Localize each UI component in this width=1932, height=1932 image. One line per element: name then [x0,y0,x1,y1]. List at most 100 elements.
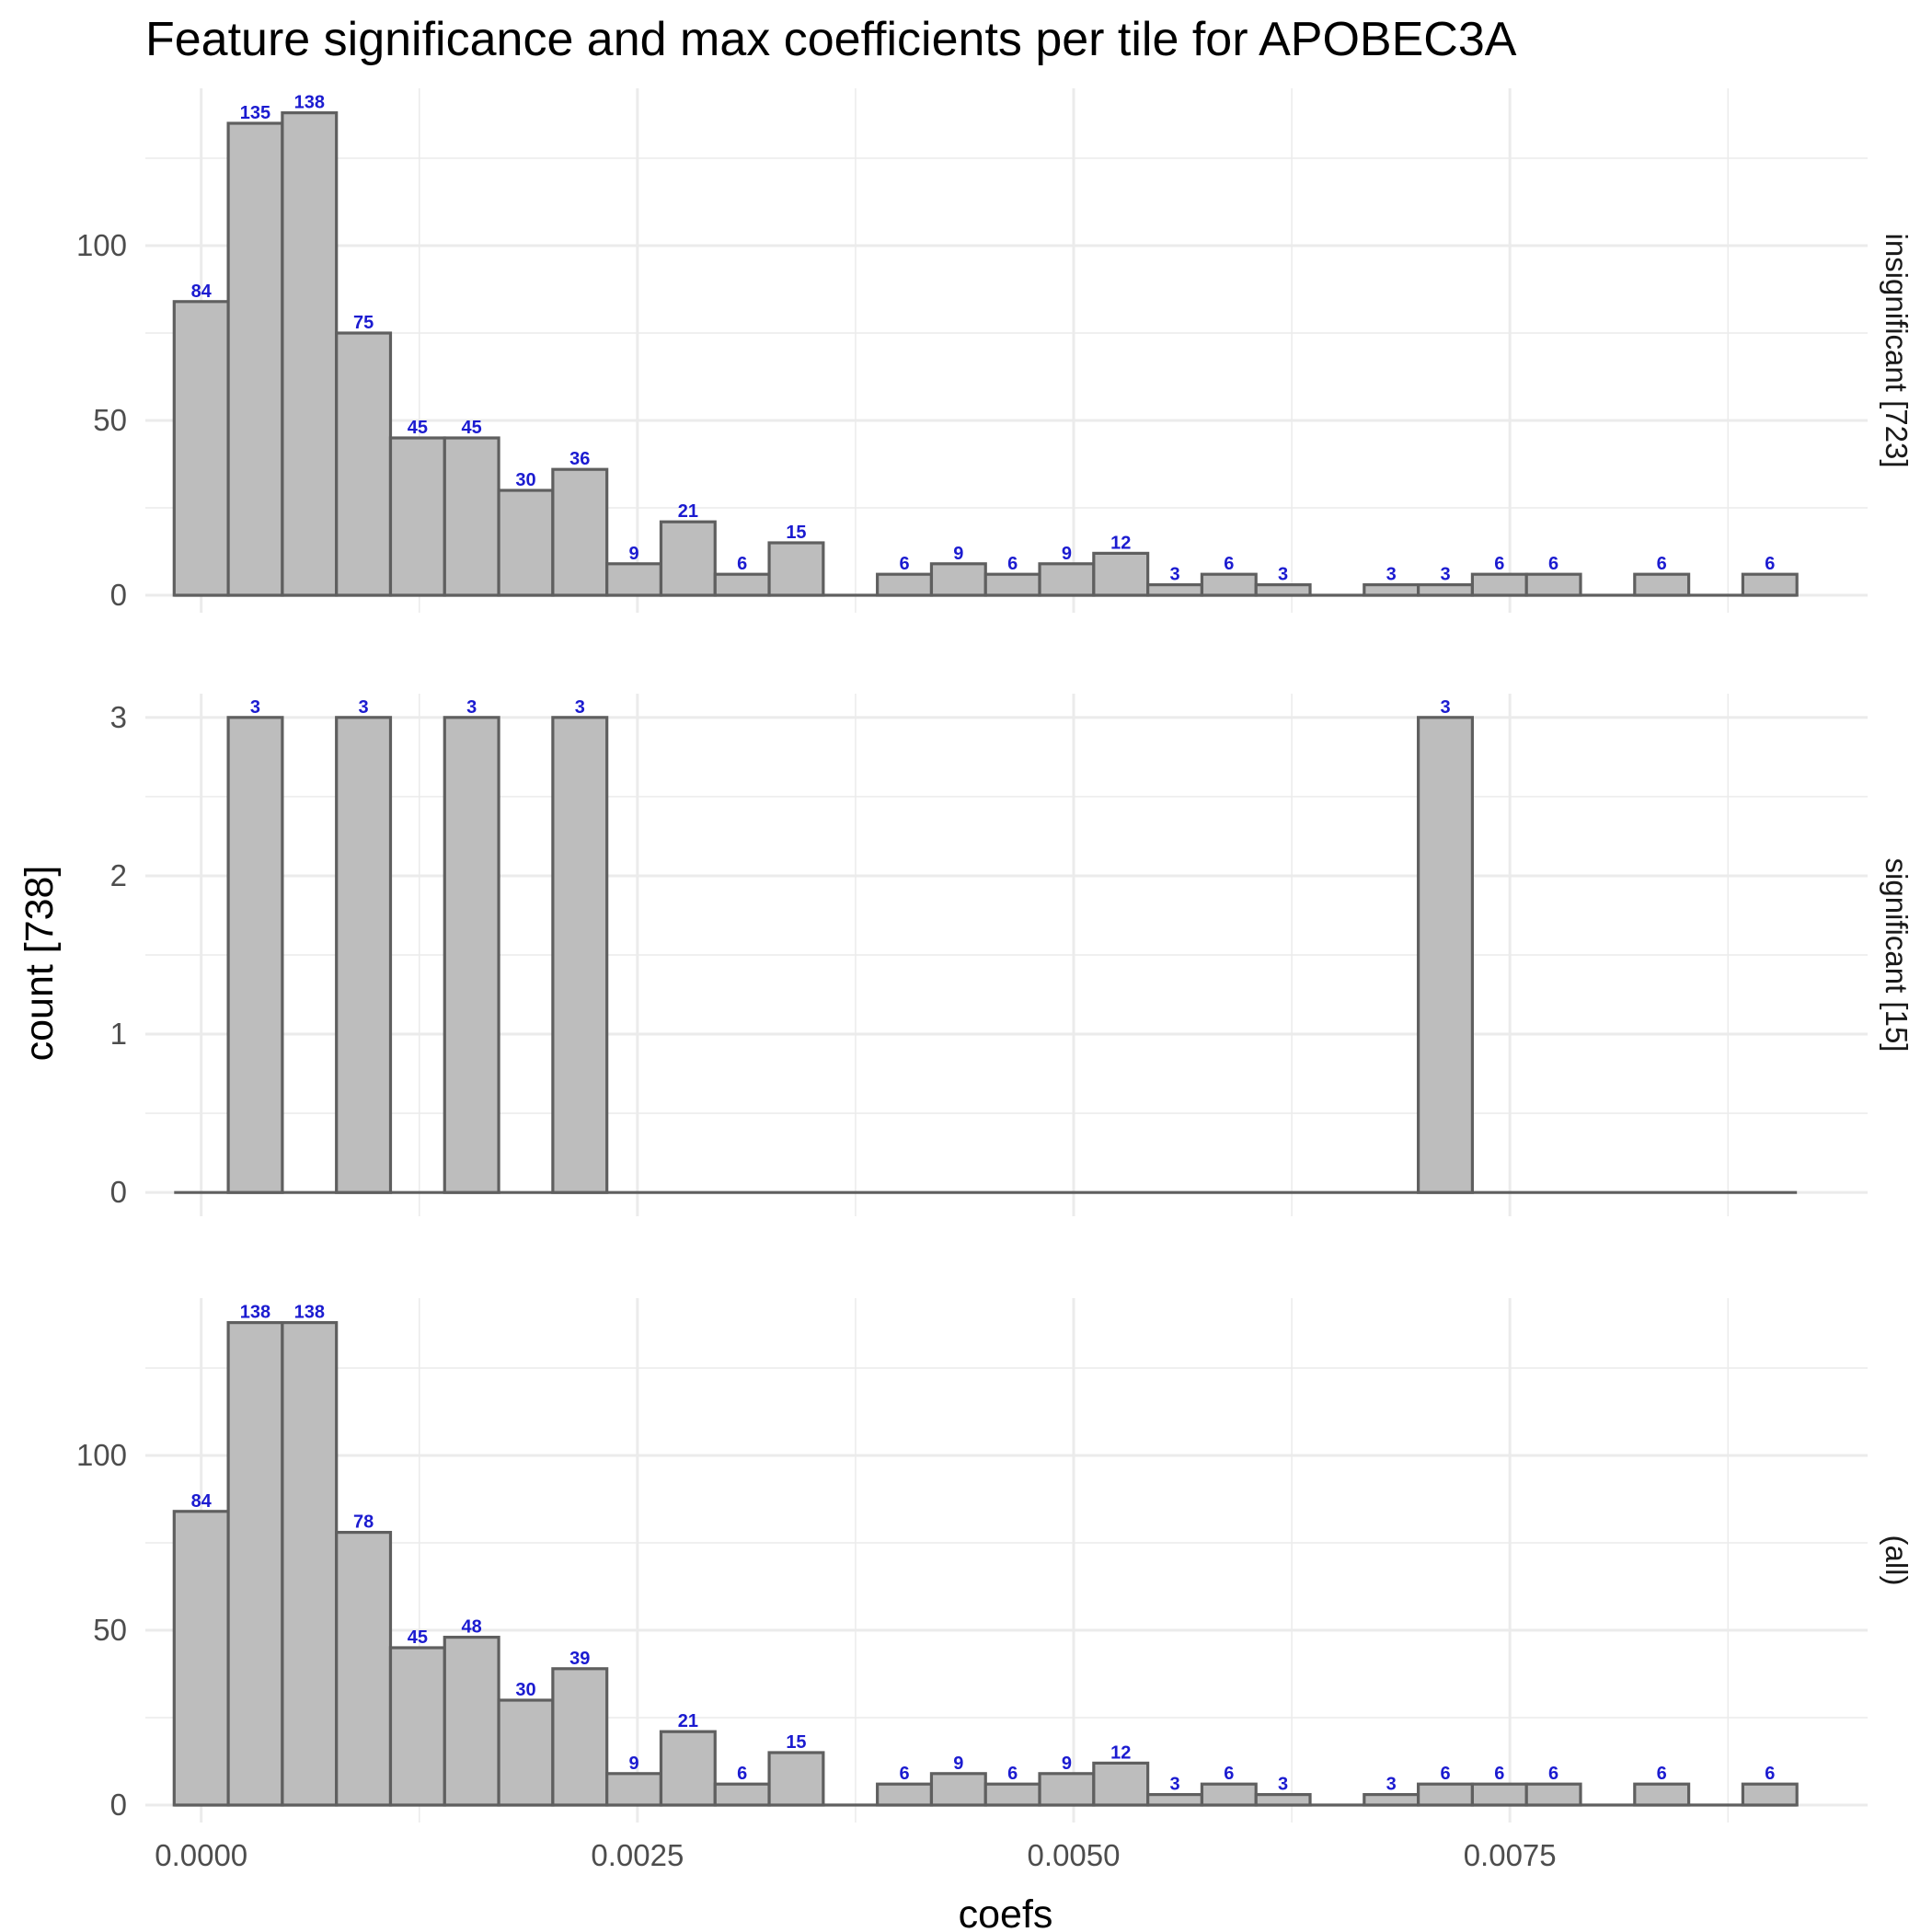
bar-count-label: 3 [1169,565,1179,585]
x-tick-label: 0.0025 [591,1838,684,1872]
bar-count-label: 39 [569,1649,590,1669]
histogram-bar [1741,572,1799,597]
histogram-bar [1363,1792,1420,1807]
histogram-bar [767,541,825,597]
histogram-bar [1417,582,1475,597]
histogram-bar [983,572,1041,597]
histogram-bar [1417,1782,1475,1807]
bar-count-label: 75 [353,313,374,333]
histogram-bar [388,436,446,597]
bar-count-label: 6 [1494,554,1504,574]
histogram-bar [876,1782,934,1807]
bar-count-label: 9 [953,544,963,564]
histogram-bar [551,1667,609,1807]
histogram-bar [1254,582,1312,597]
bar-count-label: 12 [1110,533,1131,553]
bar-count-label: 45 [462,418,482,438]
histogram-bar [605,562,663,597]
y-tick-label: 50 [93,403,127,437]
bar-count-label: 48 [462,1617,482,1638]
y-axis-title: count [738] [17,866,62,1062]
histogram-bar [335,716,393,1194]
y-tick-label: 0 [110,1175,127,1209]
bar-count-label: 9 [629,1754,639,1774]
bar-count-label: 21 [678,1711,698,1731]
x-tick-label: 0.0075 [1464,1838,1557,1872]
bar-count-label: 3 [1278,565,1288,585]
histogram-bar [1633,1782,1691,1807]
bar-count-label: 78 [353,1512,374,1533]
histogram-bar [767,1751,825,1807]
bar-count-label: 84 [191,282,213,302]
y-tick-label: 1 [110,1017,127,1051]
facet-strip-label: insignificant [723] [1880,234,1914,468]
histogram-bar [1470,572,1528,597]
histogram-bar [1363,582,1420,597]
histogram-bar [1038,562,1096,597]
bar-count-label: 3 [466,697,477,718]
bar-count-label: 6 [1657,1764,1667,1784]
bar-count-label: 30 [515,470,535,490]
histogram-bar [1092,551,1150,597]
histogram-bar [281,1320,339,1807]
histogram-bar [172,1510,230,1807]
histogram-bar [659,1730,717,1807]
bar-count-label: 30 [515,1680,535,1700]
bar-count-label: 138 [294,93,325,113]
histogram-bar [281,110,339,597]
histogram-bar [1633,572,1691,597]
histogram-bar [1092,1761,1150,1807]
x-axis: 0.0000 0.0025 0.0050 0.0075 [155,1838,1556,1872]
bar-count-label: 21 [678,501,698,522]
histogram-bar [335,331,393,597]
histogram-bar [497,1698,555,1807]
histogram-bar [876,572,934,597]
bar-count-label: 6 [899,554,909,574]
y-tick-label: 0 [110,578,127,612]
bar-count-label: 84 [191,1491,213,1512]
facet-strip-label: (all) [1880,1535,1914,1586]
bar-count-label: 6 [1765,554,1775,574]
histogram-bar [1200,572,1258,597]
bar-count-label: 6 [737,554,747,574]
histogram-bar [659,520,717,597]
bar-count-label: 3 [1386,565,1397,585]
histogram-bar [1741,1782,1799,1807]
histogram-bar [929,1772,987,1807]
facet-panel: 0 1 2 3 3 3 3 3 3 significant [15] [110,694,1914,1216]
histogram-bar [605,1772,663,1807]
x-tick-label: 0.0050 [1028,1838,1121,1872]
y-tick-label: 100 [76,1438,127,1472]
histogram-bar [929,562,987,597]
bar-count-label: 3 [1278,1775,1288,1795]
bar-count-label: 12 [1110,1742,1131,1763]
bar-count-label: 6 [1657,554,1667,574]
histogram-bar [172,300,230,597]
bar-count-label: 6 [737,1764,747,1784]
histogram-bar [226,1320,284,1807]
bar-count-label: 9 [953,1754,963,1774]
histogram-bar [1254,1792,1312,1807]
y-tick-label: 50 [93,1613,127,1647]
histogram-bar [713,1782,771,1807]
bar-count-label: 6 [1224,1764,1234,1784]
y-tick-label: 100 [76,228,127,262]
bar-count-label: 3 [250,697,260,718]
histogram-bar [1038,1772,1096,1807]
histogram-bar [1146,1792,1204,1807]
y-tick-label: 0 [110,1788,127,1822]
bar-count-label: 9 [1062,1754,1072,1774]
histogram-bar [443,716,500,1194]
bar-count-label: 6 [1007,1764,1018,1784]
bar-count-label: 15 [786,1732,806,1753]
bar-count-label: 45 [408,1627,428,1648]
bar-count-label: 45 [408,418,428,438]
bar-count-label: 6 [1765,1764,1775,1784]
bar-count-label: 138 [294,1303,325,1323]
histogram-bar [1470,1782,1528,1807]
bar-count-label: 3 [359,697,369,718]
histogram-bar [443,1635,500,1807]
x-tick-label: 0.0000 [155,1838,247,1872]
